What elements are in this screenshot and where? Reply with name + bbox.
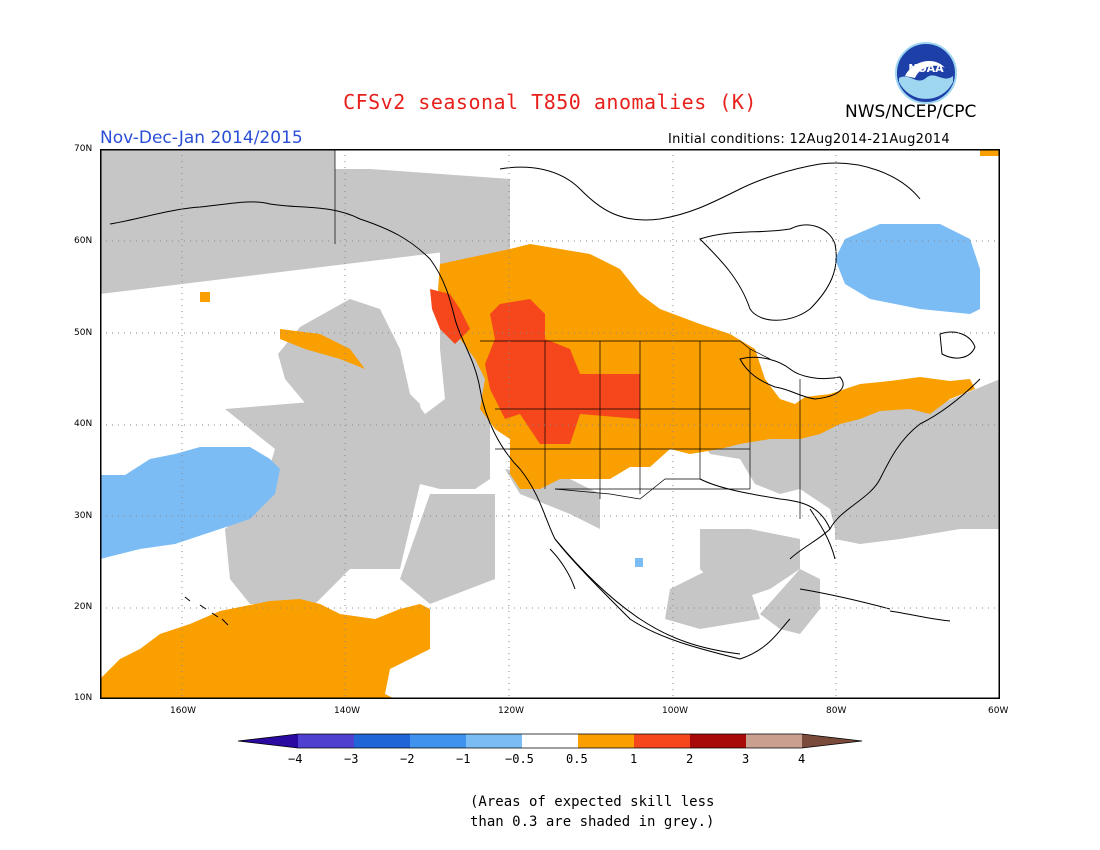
agency-label: NWS/NCEP/CPC: [845, 102, 977, 122]
lon-tick: 160W: [170, 706, 197, 716]
lon-tick: 100W: [662, 706, 689, 716]
colorbar-label: 1: [630, 752, 638, 766]
colorbar-swatch: [298, 734, 354, 748]
lat-lon-grid: [100, 149, 1000, 699]
footnote: (Areas of expected skill less than 0.3 a…: [470, 792, 730, 832]
footnote-line: than 0.3 are shaded in grey.): [470, 814, 715, 830]
colorbar-label: 0.5: [566, 752, 588, 766]
colorbar-swatch: [578, 734, 634, 748]
lon-tick: 80W: [826, 706, 847, 716]
lon-tick: 140W: [334, 706, 361, 716]
colorbar: [237, 733, 864, 753]
colorbar-swatch: [466, 734, 522, 748]
colorbar-cap-right: [802, 734, 862, 748]
land-outline: [109, 162, 981, 660]
colorbar-label: −1: [456, 752, 471, 766]
noaa-logo: NOAA: [895, 42, 957, 104]
colorbar-label: −0.5: [505, 752, 534, 766]
colorbar-label: −2: [400, 752, 415, 766]
colorbar-cap-left: [238, 734, 298, 748]
lat-tick: 40N: [74, 419, 93, 429]
colorbar-label: −3: [344, 752, 359, 766]
lon-tick: 120W: [498, 706, 525, 716]
lat-tick: 20N: [74, 602, 93, 612]
lat-tick: 70N: [74, 144, 93, 154]
anomaly-map: [100, 149, 1000, 703]
season-label: Nov-Dec-Jan 2014/2015: [100, 128, 303, 148]
colorbar-label: 2: [686, 752, 694, 766]
colorbar-label: 4: [798, 752, 806, 766]
lat-tick: 60N: [74, 236, 93, 246]
strong-warm-anomaly-areas: [430, 289, 640, 444]
colorbar-swatch: [354, 734, 410, 748]
colorbar-swatch: [410, 734, 466, 748]
low-skill-grey-areas: [100, 149, 1000, 634]
initial-conditions-label: Initial conditions: 12Aug2014-21Aug2014: [668, 132, 950, 147]
colorbar-swatch: [690, 734, 746, 748]
colorbar-label: −4: [288, 752, 303, 766]
footnote-line: (Areas of expected skill less: [470, 794, 715, 810]
lat-tick: 30N: [74, 511, 93, 521]
chart-title: CFSv2 seasonal T850 anomalies (K): [343, 90, 757, 114]
negative-anomaly-areas: [100, 224, 980, 567]
lon-tick: 60W: [988, 706, 1009, 716]
colorbar-swatch: [522, 734, 578, 748]
colorbar-label: 3: [742, 752, 750, 766]
noaa-logo-text: NOAA: [908, 62, 944, 75]
colorbar-swatch: [634, 734, 690, 748]
lat-tick: 10N: [74, 693, 93, 703]
colorbar-swatch: [746, 734, 802, 748]
political-borders: [334, 149, 801, 519]
lat-tick: 50N: [74, 328, 93, 338]
map-frame: [100, 149, 1000, 699]
